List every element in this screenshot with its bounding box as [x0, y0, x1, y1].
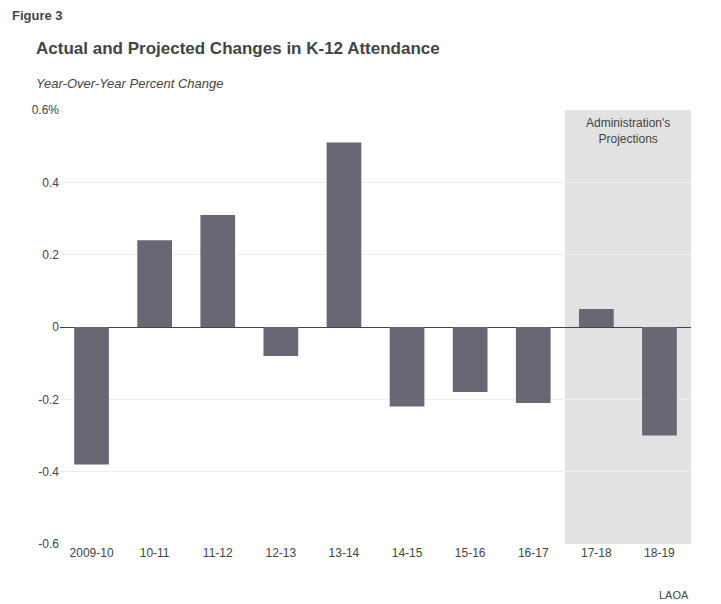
svg-text:12-13: 12-13 — [265, 546, 296, 560]
svg-text:-0.6: -0.6 — [38, 537, 59, 551]
svg-text:LAOA: LAOA — [659, 589, 689, 601]
svg-text:Administration'sProjections: Administration'sProjections — [586, 116, 670, 146]
svg-text:10-11: 10-11 — [140, 546, 170, 560]
svg-text:18-19: 18-19 — [644, 546, 675, 560]
svg-text:Actual and Projected Changes i: Actual and Projected Changes in K-12 Att… — [36, 39, 440, 58]
svg-text:14-15: 14-15 — [392, 546, 423, 560]
svg-text:13-14: 13-14 — [329, 546, 360, 560]
svg-text:0.4: 0.4 — [42, 176, 59, 190]
svg-text:Year-Over-Year Percent Change: Year-Over-Year Percent Change — [36, 76, 223, 91]
svg-text:-0.4: -0.4 — [38, 465, 59, 479]
svg-text:0.2: 0.2 — [42, 248, 59, 262]
svg-text:15-16: 15-16 — [455, 546, 486, 560]
svg-text:2009-10: 2009-10 — [70, 546, 114, 560]
svg-text:Figure 3: Figure 3 — [12, 8, 63, 23]
svg-text:17-18: 17-18 — [581, 546, 612, 560]
svg-text:11-12: 11-12 — [203, 546, 233, 560]
svg-text:0.6%: 0.6% — [32, 103, 60, 117]
svg-text:-0.2: -0.2 — [38, 393, 59, 407]
svg-text:16-17: 16-17 — [518, 546, 549, 560]
svg-text:0: 0 — [52, 320, 59, 334]
